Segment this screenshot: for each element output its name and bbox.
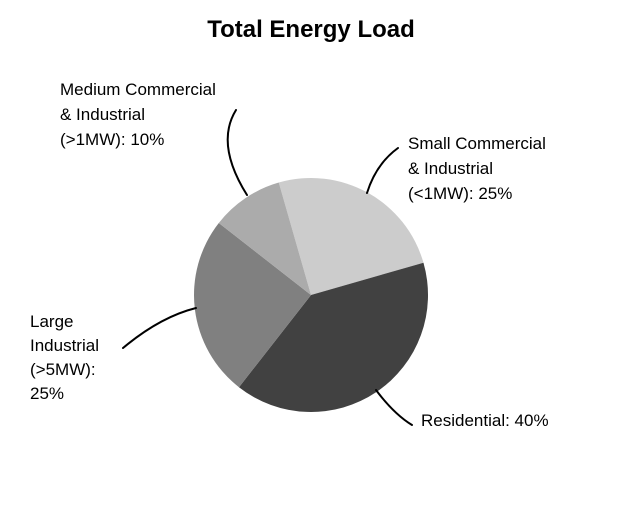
label-line: Medium Commercial — [60, 80, 216, 99]
leader-line-residential — [375, 389, 413, 426]
label-line: (>5MW): — [30, 360, 96, 379]
pie-slice-medium-commercial-industrial — [218, 182, 311, 295]
leader-lines — [122, 109, 413, 426]
label-small-commercial-industrial: Small Commercial & Industrial (<1MW): 25… — [408, 131, 546, 206]
pie-slice-residential — [238, 262, 429, 413]
chart-title: Total Energy Load — [207, 16, 415, 43]
label-line: & Industrial — [60, 105, 146, 124]
label-line: 25% — [30, 384, 65, 403]
leader-line-medium — [226, 109, 248, 196]
leader-line-large — [122, 307, 197, 349]
pie-slice-small-commercial-industrial — [278, 177, 424, 295]
label-line: Small Commercial — [408, 134, 546, 153]
pie — [193, 177, 429, 413]
label-line: (<1MW): 25% — [408, 184, 513, 203]
label-residential: Residential: 40% — [421, 408, 549, 433]
label-large-industrial: Large Industrial (>5MW): 25% — [30, 310, 99, 406]
label-line: Large — [30, 312, 74, 331]
pie-slice-large-industrial — [193, 222, 311, 388]
label-medium-commercial-industrial: Medium Commercial & Industrial (>1MW): 1… — [60, 77, 216, 152]
label-line: Residential: 40% — [421, 411, 549, 430]
label-line: & Industrial — [408, 159, 494, 178]
label-line: (>1MW): 10% — [60, 130, 165, 149]
label-line: Industrial — [30, 336, 99, 355]
leader-line-small — [366, 147, 399, 194]
